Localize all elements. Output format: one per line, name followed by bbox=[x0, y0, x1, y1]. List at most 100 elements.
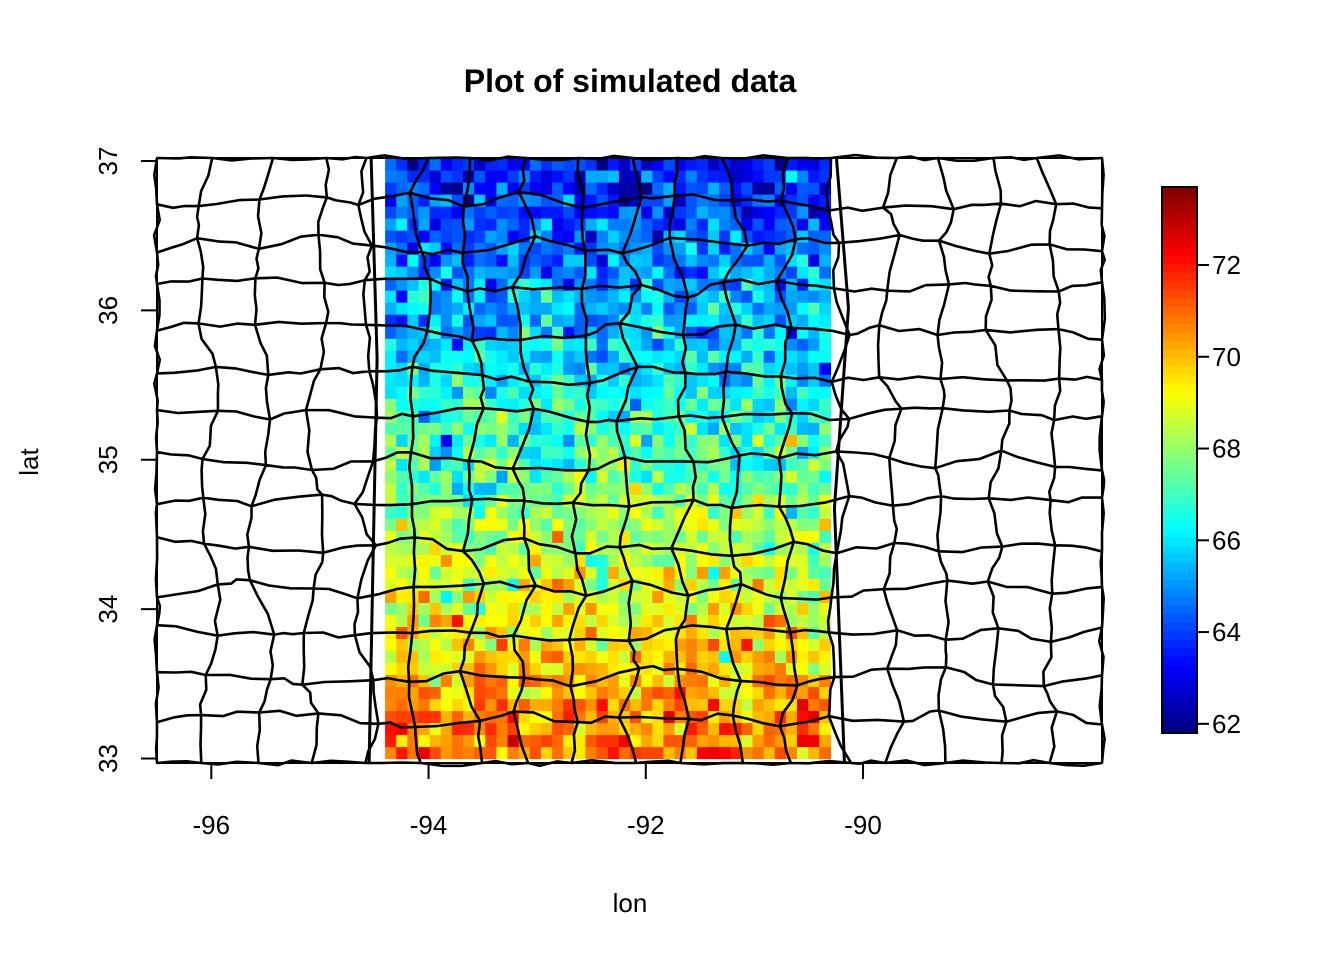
heatmap-cell bbox=[707, 266, 720, 279]
heatmap-cell bbox=[451, 278, 464, 291]
heatmap-cell bbox=[641, 254, 653, 267]
heatmap-cell bbox=[485, 746, 498, 760]
heatmap-cell bbox=[396, 482, 408, 495]
heatmap-cell bbox=[507, 614, 520, 627]
heatmap-cell bbox=[440, 698, 453, 712]
heatmap-cell bbox=[618, 566, 631, 579]
colorbar-swatch bbox=[1162, 562, 1197, 572]
heatmap-cell bbox=[641, 290, 653, 303]
heatmap-cell bbox=[596, 470, 609, 483]
heatmap-cell bbox=[507, 722, 520, 736]
heatmap-cell bbox=[730, 338, 742, 351]
heatmap-cell bbox=[396, 518, 408, 531]
colorbar-swatch bbox=[1162, 391, 1197, 401]
heatmap-cell bbox=[463, 710, 475, 724]
heatmap-cell bbox=[540, 302, 553, 315]
heatmap-cell bbox=[540, 290, 553, 303]
heatmap-cell bbox=[518, 326, 531, 339]
heatmap-cell bbox=[808, 290, 820, 303]
heatmap-cell bbox=[797, 362, 809, 375]
heatmap-cell bbox=[474, 254, 486, 267]
heatmap-cell bbox=[474, 530, 486, 543]
heatmap-cell bbox=[819, 746, 832, 760]
heatmap-cell bbox=[607, 218, 620, 231]
heatmap-cell bbox=[496, 194, 509, 207]
heatmap-cell bbox=[785, 674, 798, 688]
heatmap-cell bbox=[518, 230, 531, 243]
heatmap-cell bbox=[529, 266, 542, 279]
heatmap-cell bbox=[630, 242, 642, 255]
heatmap-cell bbox=[574, 374, 587, 387]
heatmap-cell bbox=[685, 482, 698, 495]
heatmap-cell bbox=[518, 182, 531, 195]
heatmap-cell bbox=[396, 278, 408, 291]
heatmap-cell bbox=[819, 206, 832, 219]
heatmap-cell bbox=[763, 746, 776, 760]
heatmap-cell bbox=[741, 470, 754, 483]
heatmap-cell bbox=[552, 290, 564, 303]
heatmap-cell bbox=[396, 182, 408, 195]
heatmap-cell bbox=[674, 506, 687, 519]
heatmap-cell bbox=[496, 578, 509, 591]
heatmap-cell bbox=[774, 410, 787, 423]
heatmap-cell bbox=[518, 638, 531, 652]
heatmap-cell bbox=[474, 206, 486, 219]
heatmap-cell bbox=[797, 686, 809, 700]
heatmap-cell bbox=[607, 314, 620, 327]
colorbar-swatch bbox=[1162, 246, 1197, 256]
heatmap-cell bbox=[696, 530, 709, 543]
heatmap-cell bbox=[385, 266, 397, 279]
heatmap-cell bbox=[618, 266, 631, 279]
heatmap-cell bbox=[440, 350, 453, 363]
heatmap-cell bbox=[674, 362, 687, 375]
heatmap-cell bbox=[407, 194, 420, 207]
heatmap-cell bbox=[485, 206, 498, 219]
heatmap-cell bbox=[763, 578, 776, 591]
heatmap-cell bbox=[518, 386, 531, 399]
heatmap-cell bbox=[585, 158, 598, 171]
heatmap-cell bbox=[440, 686, 453, 700]
heatmap-cell bbox=[429, 398, 442, 411]
heatmap-cell bbox=[719, 650, 731, 664]
heatmap-cell bbox=[752, 182, 765, 195]
heatmap-cell bbox=[774, 746, 787, 760]
heatmap-cell bbox=[696, 290, 709, 303]
heatmap-cell bbox=[463, 674, 475, 688]
heatmap-cell bbox=[518, 422, 531, 435]
heatmap-cell bbox=[696, 170, 709, 183]
heatmap-cell bbox=[396, 542, 408, 555]
heatmap-cell bbox=[630, 230, 642, 243]
heatmap-cell bbox=[652, 218, 665, 231]
heatmap-cell bbox=[741, 398, 754, 411]
heatmap-cell bbox=[529, 218, 542, 231]
heatmap-cell bbox=[763, 626, 776, 640]
heatmap-cell bbox=[652, 470, 665, 483]
heatmap-cell bbox=[463, 554, 475, 567]
heatmap-cell bbox=[618, 362, 631, 375]
heatmap-cell bbox=[552, 578, 564, 591]
heatmap-cell bbox=[418, 206, 431, 219]
heatmap-cell bbox=[685, 638, 698, 652]
heatmap-cell bbox=[552, 554, 564, 567]
heatmap-cell bbox=[552, 422, 564, 435]
heatmap-cell bbox=[730, 218, 742, 231]
heatmap-cell bbox=[785, 206, 798, 219]
heatmap-cell bbox=[707, 446, 720, 459]
heatmap-cell bbox=[485, 710, 498, 724]
heatmap-cell bbox=[474, 494, 486, 507]
heatmap-cell bbox=[429, 746, 442, 760]
heatmap-cell bbox=[618, 662, 631, 676]
heatmap-cell bbox=[518, 266, 531, 279]
heatmap-cell bbox=[552, 350, 564, 363]
heatmap-cell bbox=[630, 350, 642, 363]
heatmap-cell bbox=[730, 398, 742, 411]
heatmap-cell bbox=[529, 158, 542, 171]
heatmap-cell bbox=[496, 470, 509, 483]
heatmap-cell bbox=[785, 434, 798, 447]
heatmap-cell bbox=[552, 278, 564, 291]
heatmap-cell bbox=[652, 350, 665, 363]
heatmap-cell bbox=[663, 242, 676, 255]
heatmap-cell bbox=[719, 386, 731, 399]
heatmap-cell bbox=[652, 182, 665, 195]
heatmap-cell bbox=[451, 638, 464, 652]
